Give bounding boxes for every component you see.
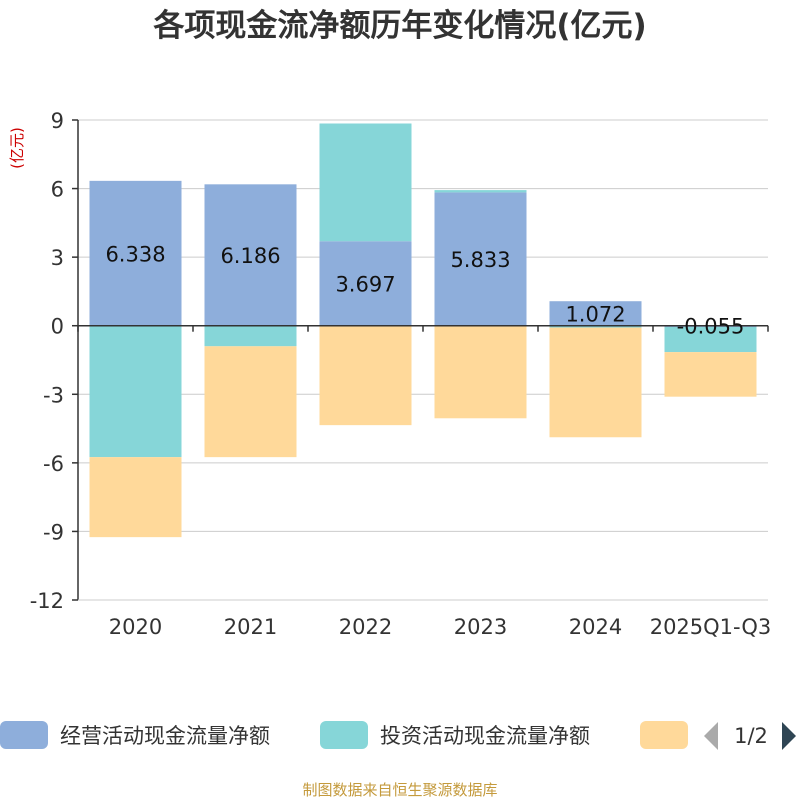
- bar-s0-2020: [89, 180, 182, 326]
- bar-s0-2021: [204, 184, 297, 326]
- y-tick-label: -6: [43, 452, 64, 476]
- y-axis-label: (亿元): [8, 127, 26, 169]
- legend-swatch[interactable]: [640, 721, 688, 749]
- data-label: 6.186: [220, 244, 280, 268]
- bar-s0-2024: [549, 301, 642, 326]
- x-tick-label: 2025Q1-Q3: [650, 615, 772, 639]
- bar-s2-2023: [434, 325, 527, 419]
- bar-s2-2022: [319, 325, 412, 426]
- axes: [72, 119, 769, 601]
- bar-s0-2023: [434, 192, 527, 326]
- x-tick-label: 2020: [109, 615, 162, 639]
- bar-s0-2022: [319, 241, 412, 326]
- chart-title: 各项现金流净额历年变化情况(亿元): [152, 8, 646, 44]
- y-tick-label: 9: [51, 109, 64, 133]
- legend-page-indicator: 1/2: [734, 724, 768, 748]
- bar-series: [89, 123, 757, 538]
- bar-s2-2020: [89, 457, 182, 538]
- bar-s2-2024: [549, 327, 642, 438]
- data-label: -0.055: [677, 315, 745, 339]
- y-tick-label: 6: [51, 178, 64, 202]
- legend-prev-page-icon[interactable]: [704, 722, 718, 750]
- bar-s1-2020: [89, 325, 182, 458]
- data-source-note: 制图数据来自恒生聚源数据库: [302, 781, 497, 799]
- legend-label[interactable]: 经营活动现金流量净额: [60, 724, 270, 748]
- bar-s2-2025Q1-Q3: [664, 352, 757, 397]
- y-tick-labels: 9 6 3 0 -3 -6 -9 -12: [30, 109, 64, 613]
- bar-s1-2021: [204, 325, 297, 347]
- bar-s1-2024: [549, 325, 642, 328]
- y-tick-label: -9: [43, 520, 64, 544]
- bar-s1-2023: [434, 190, 527, 193]
- legend-swatch[interactable]: [320, 721, 368, 749]
- data-label: 3.697: [335, 272, 395, 296]
- bar-s1-2022: [319, 123, 412, 242]
- x-tick-labels: 2020 2021 2022 2023 2024 2025Q1-Q3: [109, 615, 772, 639]
- x-tick-label: 2024: [569, 615, 622, 639]
- legend-pager: 1/2: [704, 722, 796, 750]
- data-labels: 6.338 6.186 3.697 5.833 1.072 -0.055: [105, 242, 744, 338]
- legend-swatch[interactable]: [0, 721, 48, 749]
- legend: 经营活动现金流量净额 投资活动现金流量净额: [0, 721, 688, 749]
- y-tick-label: 3: [51, 246, 64, 270]
- x-tick-label: 2023: [454, 615, 507, 639]
- data-label: 5.833: [450, 248, 510, 272]
- x-tick-label: 2022: [339, 615, 392, 639]
- y-tick-label: -12: [30, 589, 64, 613]
- x-tick-label: 2021: [224, 615, 277, 639]
- y-tick-label: -3: [43, 383, 64, 407]
- data-label: 1.072: [565, 302, 625, 326]
- bar-s1-2025Q1-Q3: [664, 326, 757, 353]
- legend-next-page-icon[interactable]: [782, 722, 796, 750]
- legend-label[interactable]: 投资活动现金流量净额: [380, 724, 590, 748]
- data-label: 6.338: [105, 242, 165, 266]
- bar-s2-2021: [204, 346, 297, 458]
- y-tick-label: 0: [51, 315, 64, 339]
